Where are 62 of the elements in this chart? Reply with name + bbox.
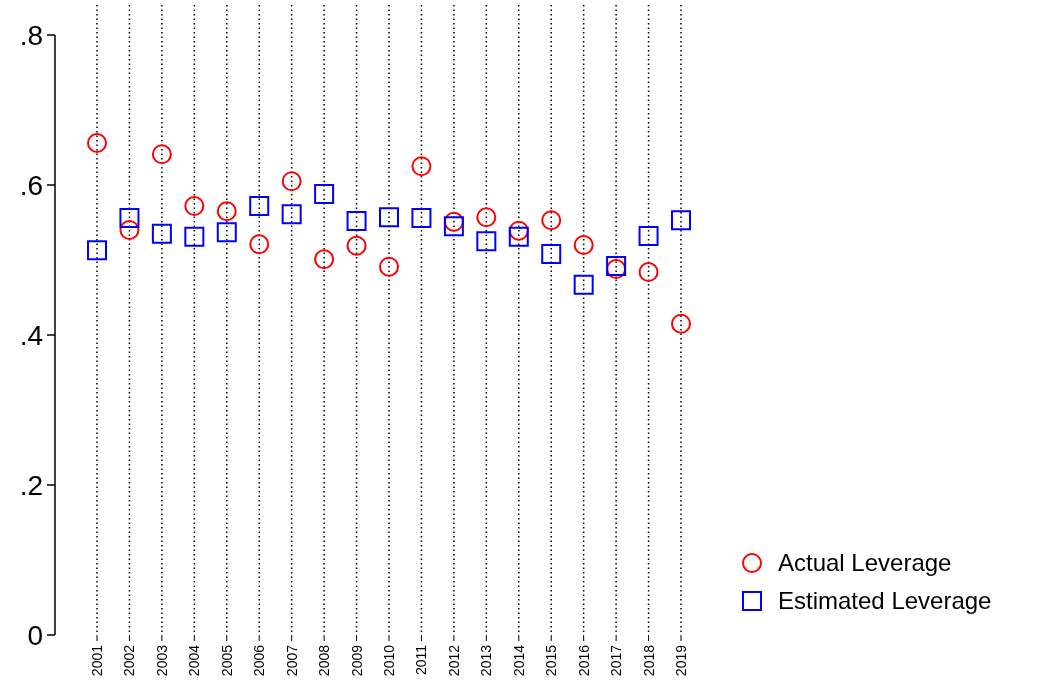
point <box>573 235 594 255</box>
x-tick-label: 2007 <box>283 644 300 677</box>
point <box>216 201 237 222</box>
point <box>476 207 497 228</box>
y-tick-label: .2 <box>19 469 43 501</box>
x-tick-label: 2004 <box>186 644 203 677</box>
point <box>671 210 691 231</box>
point <box>87 240 107 261</box>
y-tick-label: .8 <box>19 19 43 51</box>
point <box>379 256 399 277</box>
point <box>541 210 562 231</box>
x-tick-label: 2012 <box>445 644 462 677</box>
point <box>476 231 497 252</box>
x-tick-label: 2018 <box>640 644 657 677</box>
point <box>314 249 335 270</box>
point <box>638 262 659 282</box>
point <box>443 211 464 232</box>
x-tick-label: 2002 <box>121 644 138 677</box>
point <box>151 144 172 165</box>
legend-label: Actual Leverage <box>778 549 952 577</box>
point <box>119 220 140 240</box>
point <box>151 223 172 244</box>
x-tick-label: 2017 <box>608 644 625 677</box>
x-tick-label: 2001 <box>89 644 105 677</box>
point <box>508 226 529 247</box>
x-tick-label: 2009 <box>348 644 365 677</box>
point <box>638 226 659 246</box>
x-tick-label: 2011 <box>413 644 430 676</box>
x-tick-label: 2015 <box>543 644 560 677</box>
point <box>184 226 205 247</box>
point <box>87 133 107 153</box>
point <box>249 234 270 255</box>
point <box>541 244 562 264</box>
point <box>411 156 432 177</box>
x-tick-label: 2014 <box>510 644 527 677</box>
legend-label: Estimated Leverage <box>778 587 992 615</box>
point <box>314 184 335 204</box>
point <box>346 211 367 231</box>
x-tick-label: 2016 <box>575 644 592 677</box>
x-tick-label: 2003 <box>153 644 170 677</box>
point <box>671 313 691 334</box>
y-tick-label: 0 <box>27 619 43 651</box>
point <box>573 274 594 295</box>
point <box>216 222 237 243</box>
point <box>508 220 529 241</box>
x-tick-label: 2005 <box>218 644 235 677</box>
point <box>119 208 140 228</box>
x-tick-label: 2008 <box>316 644 333 677</box>
point <box>346 235 367 256</box>
point <box>443 216 464 237</box>
point <box>379 207 399 228</box>
x-tick-label: 2019 <box>673 644 689 677</box>
point <box>281 171 302 192</box>
y-tick-label: .6 <box>19 169 43 201</box>
y-tick-label: .4 <box>19 319 43 351</box>
point <box>249 196 270 216</box>
point <box>184 196 205 216</box>
x-tick-label: 2006 <box>251 644 268 677</box>
point <box>411 208 432 228</box>
x-tick-label: 2010 <box>381 644 397 677</box>
x-tick-label: 2013 <box>478 644 495 677</box>
point <box>281 204 302 225</box>
